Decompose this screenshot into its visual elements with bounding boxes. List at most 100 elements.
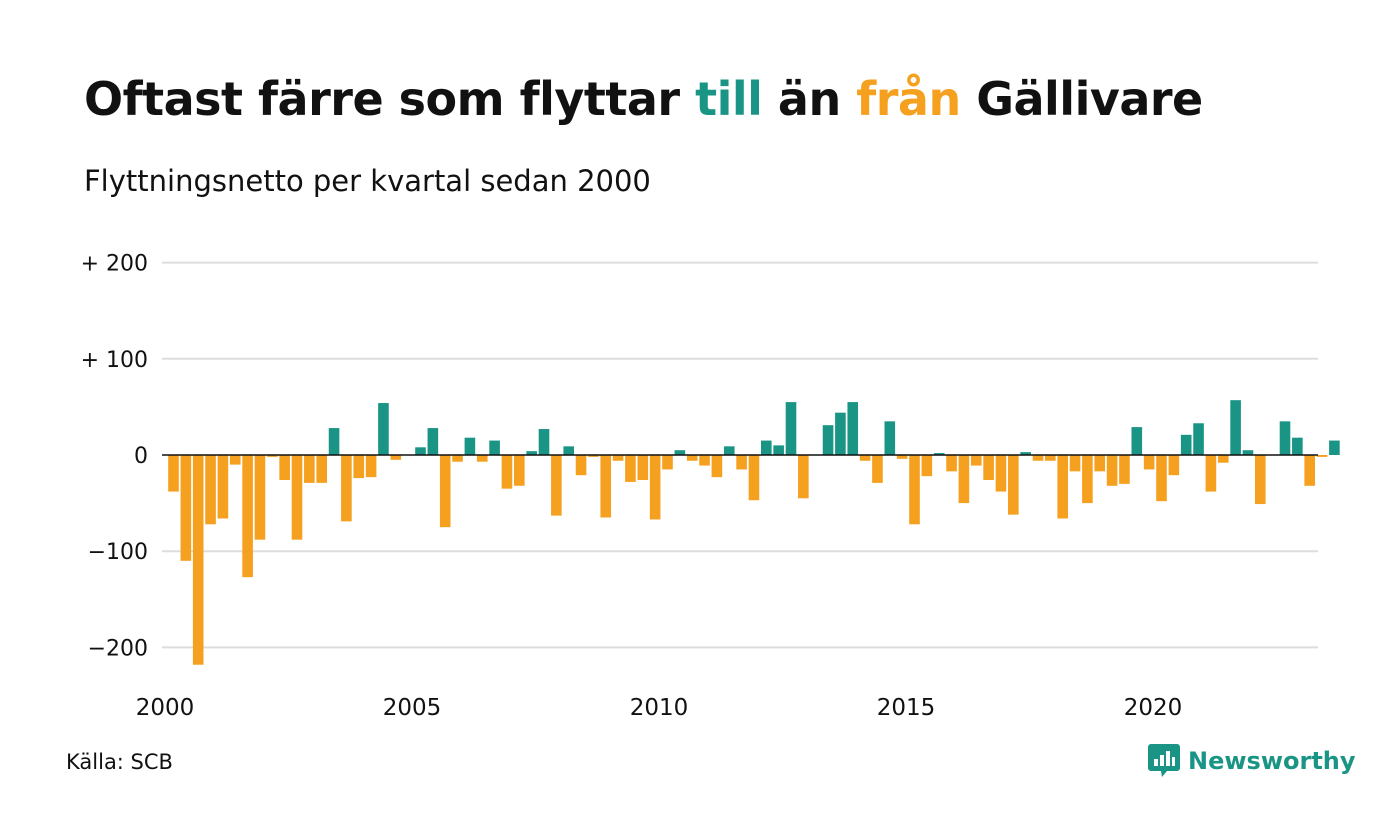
bar (612, 455, 624, 461)
bar (205, 455, 216, 525)
bar (983, 455, 994, 481)
bar (365, 455, 377, 478)
bar (699, 455, 710, 466)
title-part-3: än (762, 72, 857, 126)
bar (909, 455, 920, 525)
bar (1143, 455, 1155, 470)
title-highlight-fran: från (856, 72, 961, 126)
bar (267, 455, 278, 457)
x-axis-labels: 2000 2005 2010 2015 2020 (136, 695, 1183, 721)
bar (1032, 455, 1044, 461)
bar (822, 425, 834, 455)
bar (884, 421, 896, 455)
bar (847, 402, 859, 455)
bar (229, 455, 241, 465)
bar (1008, 455, 1019, 515)
bar (378, 403, 389, 455)
bar (254, 455, 266, 540)
bar (662, 455, 673, 470)
bar (1316, 455, 1328, 457)
title-highlight-till: till (695, 72, 763, 126)
x-tick-label: 2010 (630, 695, 689, 721)
bar (1217, 455, 1229, 463)
source-label: Källa: SCB (66, 750, 173, 774)
chart-title: Oftast färre som flyttar till än från Gä… (84, 72, 1203, 126)
bar (995, 455, 1007, 492)
bar (723, 446, 735, 455)
bar (168, 455, 179, 492)
bar (921, 455, 933, 477)
bar (859, 455, 871, 461)
bar (316, 455, 327, 483)
bar (773, 445, 784, 455)
bar (1131, 427, 1143, 455)
bar (464, 437, 476, 455)
x-tick-label: 2005 (383, 695, 442, 721)
x-tick-label: 2015 (877, 695, 936, 721)
bar (1255, 455, 1266, 505)
bar (674, 450, 686, 455)
bar (896, 455, 908, 459)
bar (946, 455, 957, 472)
bar (1045, 455, 1056, 461)
bar (1205, 455, 1217, 492)
bar (526, 451, 537, 455)
y-tick-label: −200 (88, 636, 148, 661)
x-tick-label: 2000 (136, 695, 195, 721)
bar (872, 455, 883, 483)
bar (1106, 455, 1118, 486)
bar (538, 429, 550, 455)
y-tick-label: + 100 (81, 348, 148, 373)
bar (1168, 455, 1180, 476)
bar (1180, 434, 1192, 455)
bar (353, 455, 365, 479)
bar (563, 446, 574, 455)
bar (575, 455, 587, 476)
bar (279, 455, 290, 481)
bar (328, 428, 340, 455)
bar (1193, 423, 1204, 455)
y-tick-label: −100 (88, 540, 148, 565)
bar (649, 455, 661, 520)
grid-lines (162, 261, 1318, 649)
bar (192, 455, 204, 665)
bar (1292, 437, 1303, 455)
bar (415, 447, 426, 455)
bar (452, 455, 463, 462)
bar (933, 453, 945, 455)
y-tick-label: 0 (134, 444, 148, 469)
y-axis-labels: + 200 + 100 0 −100 −200 (81, 252, 148, 662)
bar (798, 455, 809, 499)
bar (835, 412, 846, 455)
x-tick-label: 2020 (1124, 695, 1183, 721)
bar (736, 455, 747, 470)
bar (686, 455, 698, 461)
bar (1242, 450, 1254, 455)
bar (390, 455, 402, 460)
bar (341, 455, 352, 522)
bar (748, 455, 760, 501)
bar (711, 455, 723, 478)
bar (1304, 455, 1315, 486)
bar (180, 455, 192, 561)
bars (168, 400, 1340, 665)
bar (1329, 440, 1340, 455)
bar (1279, 421, 1291, 455)
bar (970, 455, 982, 466)
bar (1020, 452, 1031, 455)
chart-subtitle: Flyttningsnetto per kvartal sedan 2000 (84, 164, 651, 198)
title-part-5: Gällivare (960, 72, 1203, 126)
bar (785, 402, 797, 455)
bar (489, 440, 500, 455)
bar (304, 455, 315, 483)
brand-logo: Newsworthy (1148, 744, 1356, 778)
bar (217, 455, 229, 519)
brand-name: Newsworthy (1188, 747, 1356, 775)
bar (501, 455, 513, 489)
bar (439, 455, 451, 528)
bar (958, 455, 970, 504)
bar (1082, 455, 1093, 504)
bar (625, 455, 636, 482)
title-part-1: Oftast färre som flyttar (84, 72, 696, 126)
